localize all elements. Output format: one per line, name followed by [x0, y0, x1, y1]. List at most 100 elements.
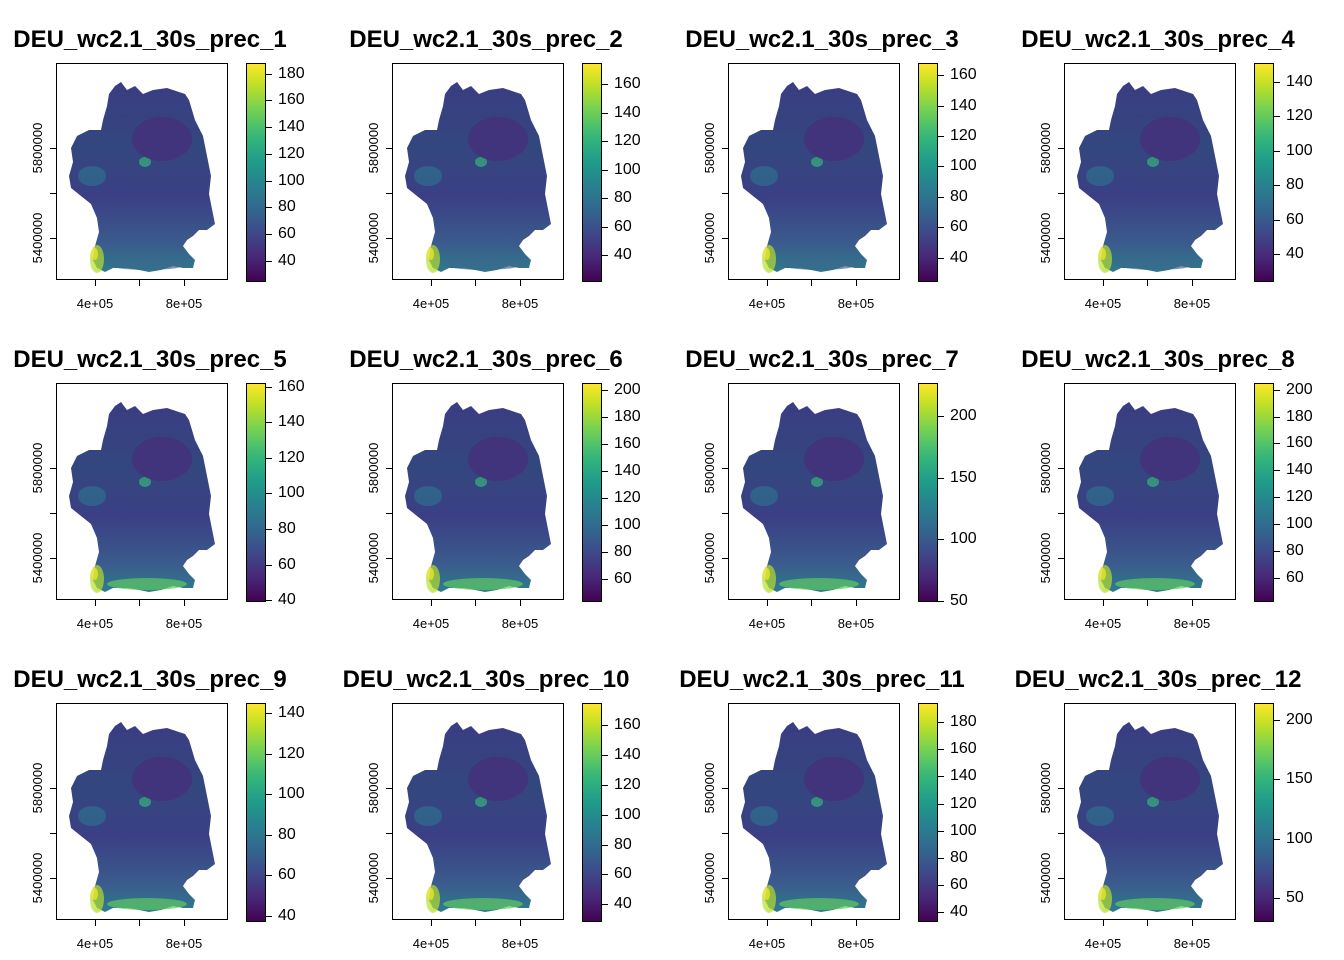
y-tick	[1058, 148, 1064, 149]
x-tick	[475, 920, 476, 926]
colorbar-tick-label: 120	[950, 127, 977, 144]
colorbar-tick-label: 120	[278, 449, 305, 466]
colorbar-tick	[266, 835, 272, 836]
precip-patch	[468, 437, 528, 481]
precip-patch	[811, 477, 823, 487]
y-tick-label: 5400000	[366, 852, 381, 904]
precip-patch	[78, 806, 106, 826]
colorbar-tick-label: 160	[614, 435, 641, 452]
colorbar-tick-label: 140	[1286, 73, 1313, 90]
x-tick	[1103, 920, 1104, 926]
y-tick-label: 5400000	[702, 852, 717, 904]
colorbar-tick-label: 40	[278, 907, 296, 924]
y-tick-label: 5400000	[1038, 532, 1053, 584]
map-panel: DEU_wc2.1_30s_prec_12 4e+05 8e+05 5400000 58…	[1008, 640, 1344, 960]
x-tick	[184, 280, 185, 286]
precip-patch	[1115, 898, 1195, 910]
precip-patch	[779, 258, 859, 270]
y-tick-label: 5400000	[30, 532, 45, 584]
colorbar-tick-label: 140	[1286, 461, 1313, 478]
precip-patch	[92, 248, 98, 260]
colorbar-tick-label: 120	[614, 132, 641, 149]
x-tick-label: 4e+05	[76, 936, 114, 951]
y-tick	[722, 193, 728, 194]
colorbar-tick-label: 60	[614, 570, 632, 587]
colorbar-tick	[602, 444, 608, 445]
x-tick	[95, 600, 96, 606]
colorbar-tick	[266, 74, 272, 75]
y-tick	[386, 468, 392, 469]
precip-patch	[1140, 757, 1200, 801]
colorbar-tick	[602, 725, 608, 726]
colorbar-tick-label: 100	[1286, 830, 1313, 847]
colorbar-tick	[1274, 417, 1280, 418]
x-tick-label: 8e+05	[837, 936, 875, 951]
colorbar-gradient	[1255, 384, 1273, 601]
colorbar-tick-label: 100	[950, 157, 977, 174]
plot-area	[56, 383, 228, 600]
colorbar	[1254, 63, 1274, 282]
x-tick	[95, 920, 96, 926]
colorbar-tick	[1274, 898, 1280, 899]
precip-patch	[90, 245, 104, 273]
colorbar-tick-label: 80	[278, 520, 296, 537]
y-tick-label: 5400000	[366, 532, 381, 584]
y-tick	[722, 513, 728, 514]
panel-title: DEU_wc2.1_30s_prec_6	[349, 346, 623, 373]
panel-title: DEU_wc2.1_30s_prec_9	[13, 666, 287, 693]
map-panel: DEU_wc2.1_30s_prec_9 4e+05 8e+05 5400000 580…	[0, 640, 336, 960]
colorbar-tick	[938, 75, 944, 76]
colorbar-tick-label: 40	[614, 246, 632, 263]
precip-patch	[764, 888, 770, 900]
colorbar-tick	[1274, 116, 1280, 117]
colorbar-tick-label: 180	[614, 408, 641, 425]
colorbar-tick	[938, 831, 944, 832]
colorbar-gradient	[583, 64, 601, 281]
colorbar-tick	[602, 390, 608, 391]
colorbar-tick-label: 60	[1286, 569, 1304, 586]
colorbar-tick	[602, 785, 608, 786]
panel-title: DEU_wc2.1_30s_prec_5	[13, 346, 287, 373]
colorbar-tick	[266, 458, 272, 459]
y-tick	[722, 558, 728, 559]
y-tick	[50, 788, 56, 789]
plot-area	[56, 703, 228, 920]
x-tick-label: 4e+05	[412, 296, 450, 311]
x-tick	[1192, 920, 1193, 926]
colorbar-tick	[938, 258, 944, 259]
colorbar-tick	[938, 478, 944, 479]
y-tick	[722, 878, 728, 879]
colorbar-tick	[266, 234, 272, 235]
y-tick-label: 5800000	[30, 762, 45, 814]
colorbar-tick-label: 140	[950, 767, 977, 784]
colorbar-tick	[938, 722, 944, 723]
precip-patch	[1140, 117, 1200, 161]
panel-title: DEU_wc2.1_30s_prec_3	[685, 26, 959, 53]
colorbar-tick	[602, 525, 608, 526]
precip-patch	[426, 245, 440, 273]
y-tick	[722, 468, 728, 469]
y-tick	[386, 238, 392, 239]
colorbar-tick	[1274, 779, 1280, 780]
precip-patch	[107, 898, 187, 910]
colorbar-tick-label: 80	[614, 543, 632, 560]
colorbar-tick	[602, 579, 608, 580]
colorbar-tick-label: 120	[1286, 107, 1313, 124]
map-panel: DEU_wc2.1_30s_prec_4 4e+05 8e+05 5400000 580…	[1008, 0, 1344, 320]
colorbar-tick-label: 100	[614, 161, 641, 178]
colorbar-tick-label: 60	[614, 218, 632, 235]
precip-patch	[468, 757, 528, 801]
colorbar-tick	[266, 565, 272, 566]
colorbar	[1254, 383, 1274, 602]
plot-area	[392, 383, 564, 600]
x-tick	[431, 280, 432, 286]
panel-title: DEU_wc2.1_30s_prec_4	[1021, 26, 1295, 53]
precip-patch	[107, 258, 187, 270]
panel-title: DEU_wc2.1_30s_prec_10	[342, 666, 630, 693]
x-tick-label: 4e+05	[1084, 936, 1122, 951]
y-tick	[50, 833, 56, 834]
y-tick	[1058, 788, 1064, 789]
colorbar-tick-label: 100	[950, 822, 977, 839]
colorbar-tick	[1274, 720, 1280, 721]
colorbar-tick	[266, 916, 272, 917]
